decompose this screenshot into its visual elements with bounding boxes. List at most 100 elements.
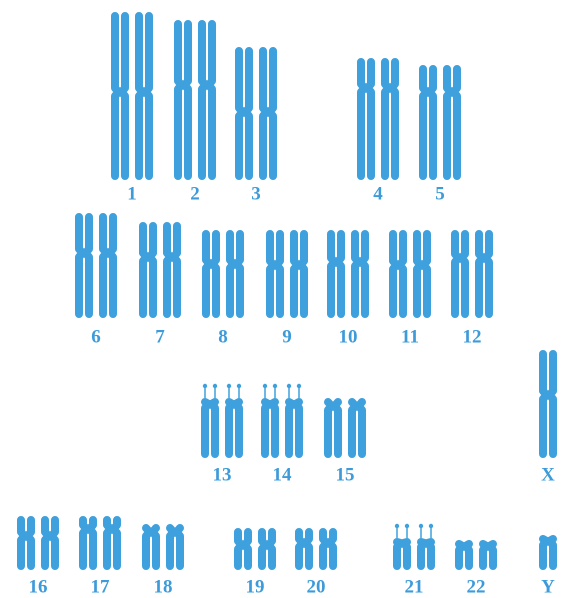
chromatid: [114, 520, 118, 566]
chromatid: [421, 542, 425, 566]
chromatid: [86, 217, 90, 314]
chromosome-pair: [238, 532, 272, 566]
chromatid: [28, 520, 32, 566]
chromatid: [143, 226, 147, 314]
chromatid: [385, 62, 389, 176]
chromatid: [323, 532, 327, 566]
chromatid: [462, 234, 466, 314]
chromatid: [277, 234, 281, 314]
chromosome-label: 20: [307, 576, 326, 597]
chromosome-label: 16: [29, 576, 48, 597]
chromosome-label: 6: [91, 326, 101, 347]
chromatid: [45, 520, 49, 566]
chromatid: [486, 234, 490, 314]
chromosome-pair: [393, 234, 427, 314]
chromatid: [150, 226, 154, 314]
chromatid: [400, 234, 404, 314]
chromatid: [146, 16, 150, 176]
chromatid: [238, 532, 242, 566]
chromosome-pair: [143, 226, 177, 314]
chromatid: [245, 532, 249, 566]
chromatid: [355, 234, 359, 314]
chromatid: [299, 532, 303, 566]
chromatid: [205, 402, 209, 454]
satellite: [405, 524, 409, 528]
chromatid: [454, 69, 458, 176]
chromosome-label: 19: [246, 576, 265, 597]
chromatid: [417, 234, 421, 314]
satellite: [429, 524, 433, 528]
chromatid: [447, 69, 451, 176]
chromatid: [229, 402, 233, 454]
chromosome-label: 21: [405, 576, 424, 597]
chromatid: [83, 520, 87, 566]
chromatid: [52, 520, 56, 566]
chromatid: [90, 520, 94, 566]
chromatid: [330, 532, 334, 566]
chromatid: [490, 544, 494, 566]
chromatid: [107, 520, 111, 566]
chromatid: [270, 234, 274, 314]
chromatid: [550, 539, 554, 566]
chromatid: [122, 16, 126, 176]
chromosome-label: 5: [435, 183, 445, 204]
satellite: [227, 384, 231, 388]
chromatid: [331, 234, 335, 314]
chromosome-pair: [543, 539, 553, 566]
chromatid: [423, 69, 427, 176]
chromosome-label: 12: [463, 326, 482, 347]
chromatid: [237, 234, 241, 314]
chromosome-pair: [263, 384, 301, 454]
chromatid: [294, 234, 298, 314]
chromosome-pair: [83, 520, 117, 566]
chromatid: [359, 402, 363, 454]
satellite: [203, 384, 207, 388]
chromatid: [177, 528, 181, 566]
chromatid: [269, 532, 273, 566]
chromatid: [428, 542, 432, 566]
chromosome-pair: [206, 234, 240, 314]
chromatid: [430, 69, 434, 176]
satellite: [213, 384, 217, 388]
chromatid: [301, 234, 305, 314]
chromosome-pair: [395, 524, 433, 566]
chromatid: [272, 402, 276, 454]
chromosome-label: 4: [373, 183, 383, 204]
chromosome-label: 10: [339, 326, 358, 347]
chromatid: [328, 402, 332, 454]
chromatid: [338, 234, 342, 314]
chromosome-label: 3: [251, 183, 261, 204]
chromatid: [103, 217, 107, 314]
chromatid: [265, 402, 269, 454]
chromatid: [361, 62, 365, 176]
chromosome-pair: [239, 51, 273, 176]
chromatid: [479, 234, 483, 314]
chromatid: [246, 51, 250, 176]
chromatid: [167, 226, 171, 314]
chromatid: [362, 234, 366, 314]
chromosome-pair: [361, 62, 395, 176]
satellite: [419, 524, 423, 528]
chromosome-label: 17: [91, 576, 111, 597]
chromosome-pair: [270, 234, 304, 314]
chromatid: [110, 217, 114, 314]
chromatid: [393, 234, 397, 314]
satellite: [273, 384, 277, 388]
chromosome-pair: [115, 16, 149, 176]
chromosome-pair: [423, 69, 457, 176]
chromosome-pair: [178, 24, 212, 176]
chromosome-pair: [543, 354, 553, 454]
chromosome-pair: [21, 520, 55, 566]
chromosome-label: 22: [467, 576, 486, 597]
chromatid: [185, 24, 189, 176]
chromatid: [306, 532, 310, 566]
satellite: [287, 384, 291, 388]
chromatid: [455, 234, 459, 314]
chromosome-pair: [459, 544, 493, 566]
chromosome-label: X: [541, 464, 555, 485]
satellite: [395, 524, 399, 528]
chromosome-label: Y: [541, 576, 555, 597]
chromosome-pair: [455, 234, 489, 314]
chromosome-label: 2: [190, 183, 200, 204]
chromatid: [202, 24, 206, 176]
